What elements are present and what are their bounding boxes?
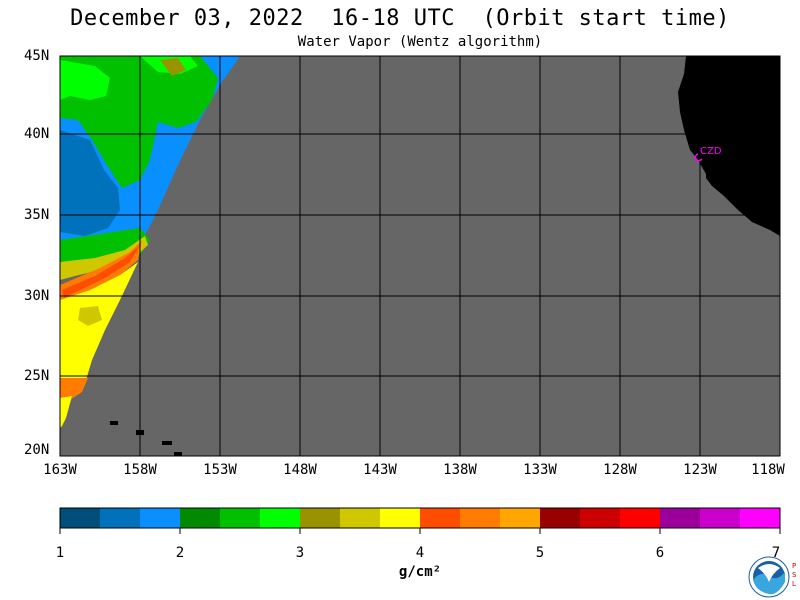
colorbar-swatch	[580, 508, 621, 528]
colorbar-swatch	[420, 508, 461, 528]
colorbar-swatch	[220, 508, 261, 528]
colorbar-swatch	[140, 508, 181, 528]
colorbar-tick: 3	[295, 545, 305, 561]
swath-olive-patch	[160, 58, 186, 76]
map-subtitle: Water Vapor (Wentz algorithm)	[297, 34, 543, 50]
colorbar-tick: 7	[771, 545, 781, 561]
colorbar-swatch	[380, 508, 421, 528]
colorbar-tick: 6	[655, 545, 665, 561]
swath-red-band	[62, 245, 140, 298]
lon-label: 138W	[443, 462, 477, 478]
colorbar-swatch	[340, 508, 381, 528]
lon-label: 158W	[123, 462, 157, 478]
lon-label: 163W	[43, 462, 77, 478]
colorbar-swatch	[100, 508, 141, 528]
station-marker-czd	[694, 153, 703, 162]
lon-label: 123W	[683, 462, 717, 478]
map-border	[59, 55, 781, 457]
lon-label: 128W	[603, 462, 637, 478]
lat-label: 25N	[24, 368, 50, 384]
colorbar-border	[59, 507, 781, 529]
lon-label: 143W	[363, 462, 397, 478]
lat-label: 45N	[24, 48, 50, 64]
colorbar-swatch	[740, 508, 781, 528]
colorbar-swatch	[300, 508, 341, 528]
colorbar-swatch	[660, 508, 701, 528]
lon-label: 153W	[203, 462, 237, 478]
map-title: December 03, 2022 16-18 UTC (Orbit start…	[70, 6, 730, 31]
colorbar-swatch	[460, 508, 501, 528]
colorbar-tick: 4	[415, 545, 425, 561]
lat-label: 20N	[24, 442, 50, 458]
lat-label: 35N	[24, 207, 50, 223]
colorbar-tick: 1	[55, 545, 65, 561]
island-hawaii	[174, 452, 182, 456]
island-kauai	[110, 421, 118, 425]
colorbar	[59, 508, 781, 534]
colorbar-tick: 2	[175, 545, 185, 561]
swath-lightgreen-patch	[60, 60, 110, 100]
swath-orange-strip	[60, 378, 88, 402]
swath-olive-band	[60, 236, 148, 280]
lon-label: 148W	[283, 462, 317, 478]
lat-label: 30N	[24, 288, 50, 304]
colorbar-swatch	[500, 508, 541, 528]
lat-label: 40N	[24, 126, 50, 142]
lon-label: 118W	[751, 462, 785, 478]
station-label-czd: CZD	[700, 146, 722, 157]
colorbar-swatch	[60, 508, 101, 528]
swath-olive-spot	[78, 306, 102, 326]
swath-darkblue-patch	[60, 130, 120, 236]
colorbar-units: g/cm²	[398, 564, 442, 580]
land-california	[678, 56, 780, 236]
island-molokai	[162, 441, 172, 445]
land-sf-bay	[706, 168, 720, 186]
colorbar-swatch	[700, 508, 741, 528]
colorbar-swatch	[620, 508, 661, 528]
colorbar-swatch	[540, 508, 581, 528]
colorbar-swatch	[260, 508, 301, 528]
graticule	[60, 56, 780, 456]
logo-side-text: PSL	[792, 562, 797, 588]
noaa-logo	[748, 556, 790, 598]
swath-yellow-tail	[60, 396, 72, 428]
colorbar-swatch	[180, 508, 221, 528]
lon-label: 133W	[523, 462, 557, 478]
colorbar-tick: 5	[535, 545, 545, 561]
